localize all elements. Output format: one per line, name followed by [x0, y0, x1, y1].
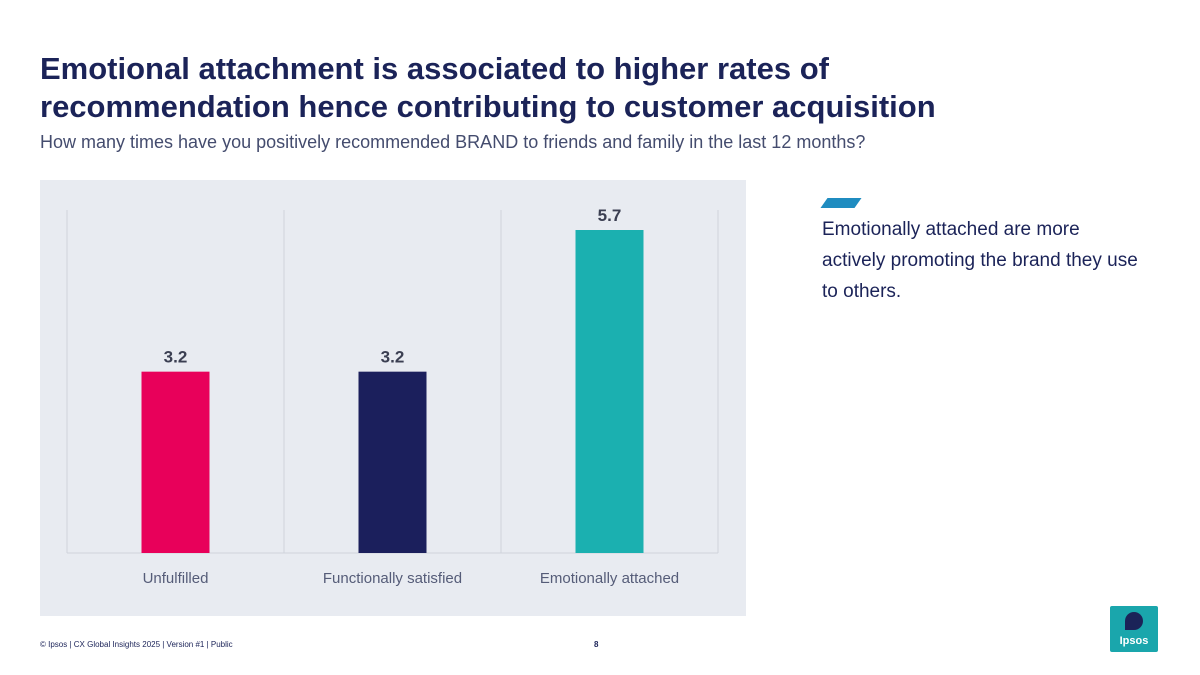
chart-panel: 3.2 Unfulfilled 3.2 Functionally satisfied 5… [40, 180, 746, 616]
bar-emotionally-attached [575, 230, 644, 553]
footer-text: © Ipsos | CX Global Insights 2025 | Vers… [40, 640, 233, 649]
page-title: Emotional attachment is associated to hi… [40, 51, 936, 124]
accent-mark [820, 198, 862, 208]
side-note-text: Emotionally attached are more actively p… [822, 219, 1138, 302]
bar-functionally-satisfied [358, 371, 427, 553]
data-label: 3.2 [164, 348, 188, 367]
bar-unfulfilled [141, 371, 210, 553]
ipsos-logo: Ipsos [1110, 606, 1158, 652]
data-label: 5.7 [598, 206, 622, 225]
logo-text: Ipsos [1119, 635, 1149, 647]
logo-icon [1125, 612, 1143, 630]
page-subtitle: How many times have you positively recom… [40, 132, 866, 152]
x-tick-label: Functionally satisfied [323, 570, 462, 587]
page-number: 8 [594, 640, 599, 649]
data-label: 3.2 [381, 348, 405, 367]
bar-chart: 3.2 Unfulfilled 3.2 Functionally satisfied 5… [66, 206, 719, 587]
x-tick-label: Emotionally attached [540, 570, 679, 587]
x-tick-label: Unfulfilled [143, 570, 209, 587]
